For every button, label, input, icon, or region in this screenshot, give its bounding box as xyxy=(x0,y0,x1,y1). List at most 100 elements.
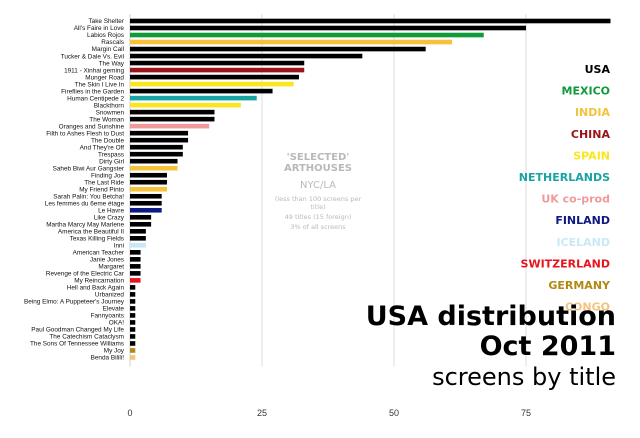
category-label: Labios Rojos xyxy=(87,32,124,39)
bar xyxy=(130,116,215,122)
category-label: Filth to Ashes Flesh to Dust xyxy=(46,130,124,137)
category-label: All's Faire in Love xyxy=(74,25,125,32)
bar xyxy=(130,285,136,290)
bar xyxy=(130,60,305,66)
chart-title-block: USA distribution Oct 2011 screens by tit… xyxy=(366,302,616,392)
bar xyxy=(130,74,299,80)
legend-entry: CHINA xyxy=(571,128,611,141)
category-label: Being Elmo: A Puppeteer's Journey xyxy=(24,299,125,306)
bar xyxy=(130,109,215,115)
category-label: Martha Marcy May Marlene xyxy=(46,221,124,228)
category-label: Tucker & Dale Vs. Evil xyxy=(61,53,124,60)
category-label: Fireflies in the Garden xyxy=(61,88,124,95)
bar xyxy=(130,144,183,150)
bar xyxy=(130,348,136,353)
category-label: The Sons Of Tennessee Williams xyxy=(30,341,124,348)
bar xyxy=(130,18,611,24)
bar xyxy=(130,67,305,73)
bar xyxy=(130,264,141,269)
annotation-share: 3% of all screens xyxy=(290,223,346,231)
annotation-selected: 'SELECTED' xyxy=(286,152,350,163)
bar xyxy=(130,221,152,227)
category-label: 1911 - Xinhai geming xyxy=(64,67,124,74)
category-label: Urbanized xyxy=(95,292,125,299)
category-label: Take Shelter xyxy=(88,18,124,25)
arthouse-annotation: 'SELECTED' ARTHOUSES NYC/LA (less than 1… xyxy=(268,152,368,231)
bar xyxy=(130,207,162,213)
category-label: Revenge of the Electric Car xyxy=(46,271,125,278)
category-label: Trespass xyxy=(98,151,124,158)
category-label: And They're Off xyxy=(80,144,125,151)
legend-entry: MEXICO xyxy=(562,85,610,98)
bar xyxy=(130,158,178,164)
bar xyxy=(130,243,146,248)
category-label: Elevate xyxy=(103,306,125,313)
chart-title: USA distribution xyxy=(365,301,616,332)
bar xyxy=(130,299,136,304)
category-label: Human Centipede 2 xyxy=(67,95,124,102)
bar xyxy=(130,250,141,255)
category-label: Sarah Palin: You Betcha! xyxy=(53,193,124,200)
category-label: Texas Killing Fields xyxy=(70,236,124,243)
bar xyxy=(130,179,167,185)
bar xyxy=(130,292,136,297)
bar xyxy=(130,200,162,206)
category-label: Les femmes du 6eme étage xyxy=(45,200,125,207)
category-label: American Teacher xyxy=(73,250,125,257)
category-label: America the Beautiful II xyxy=(58,229,124,236)
bar xyxy=(130,278,141,283)
category-label: Saheb Biwi Aur Gangster xyxy=(53,165,125,172)
category-label: Like Crazy xyxy=(94,214,125,221)
legend-entry: GERMANY xyxy=(548,279,611,292)
bar xyxy=(130,193,162,199)
bar xyxy=(130,46,426,52)
bar xyxy=(130,257,141,262)
category-label: My Reincarnation xyxy=(74,278,124,285)
bar xyxy=(130,214,152,220)
category-label: Rascals xyxy=(101,39,124,46)
bar xyxy=(130,137,189,143)
category-label: The Last Ride xyxy=(84,179,124,186)
bar xyxy=(130,229,146,234)
category-label: Munger Road xyxy=(85,74,124,81)
legend-entry: SWITZERLAND xyxy=(521,257,610,270)
bar xyxy=(130,236,146,241)
category-label: Inni xyxy=(114,243,124,250)
category-label: Margin Call xyxy=(92,46,124,53)
category-label: The Catechism Cataclysm xyxy=(49,334,124,341)
legend-entry: NETHERLANDS xyxy=(519,171,610,184)
category-label: Finding Joe xyxy=(91,172,124,179)
annotation-titles-count: 49 titles (15 foreign) xyxy=(284,213,352,221)
x-tick-label: 0 xyxy=(127,408,132,418)
category-label: My Friend Pinto xyxy=(79,186,124,193)
bar xyxy=(130,334,136,339)
x-tick-label: 25 xyxy=(257,408,267,418)
category-label: The Woman xyxy=(89,116,124,123)
annotation-nyc-la: NYC/LA xyxy=(299,180,337,191)
bar xyxy=(130,123,210,129)
bar xyxy=(130,95,257,101)
bar xyxy=(130,151,183,157)
category-label: The Way xyxy=(99,60,125,67)
legend-entry: ICELAND xyxy=(556,236,610,249)
category-label: The Skin I Live In xyxy=(75,81,125,88)
category-label: Benda Bilili! xyxy=(91,355,125,362)
bar xyxy=(130,130,189,136)
category-label: Margaret xyxy=(98,264,124,271)
legend-entry: SPAIN xyxy=(573,149,610,162)
category-label: Snowmen xyxy=(96,109,125,116)
legend-entry: INDIA xyxy=(575,106,611,119)
category-label: Paul Goodman Changed My Life xyxy=(31,327,124,334)
x-tick-label: 50 xyxy=(389,408,399,418)
category-label: OKA! xyxy=(109,320,124,327)
category-label: Dirty Girl xyxy=(99,158,124,165)
bar xyxy=(130,81,294,87)
bar xyxy=(130,88,273,94)
bar xyxy=(130,102,241,108)
x-tick-label: 75 xyxy=(521,408,531,418)
legend-entry: CONGO xyxy=(565,301,610,314)
bar xyxy=(130,341,136,346)
category-label: Oranges and Sunshine xyxy=(59,123,125,130)
legend-entry: UK co-prod xyxy=(541,193,610,206)
